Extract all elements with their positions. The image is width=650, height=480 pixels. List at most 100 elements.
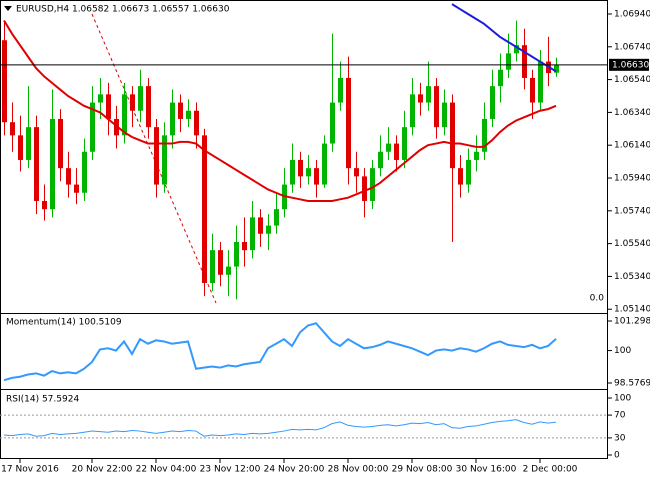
candle-body	[242, 241, 247, 251]
x-tick-label: 20 Nov 22:00	[72, 465, 133, 475]
y-tick-label: 1.05940	[614, 173, 650, 183]
candle-body	[346, 77, 351, 169]
candle-body	[426, 86, 431, 103]
moving-average	[451, 3, 557, 73]
x-tick-label: 22 Nov 04:00	[136, 465, 197, 475]
x-tick-label: 2 Dec 00:00	[523, 465, 578, 475]
y-tick-label: 1.06340	[614, 108, 650, 118]
candle-body	[218, 250, 223, 275]
candle-body	[122, 94, 127, 136]
y-tick-label: 0	[614, 451, 620, 461]
y-tick-label: 30	[614, 433, 626, 443]
candle-body	[74, 184, 79, 193]
y-tick-label: 1.05540	[614, 239, 650, 249]
candle-body	[450, 102, 455, 169]
candle-body	[146, 86, 151, 128]
candle-body	[530, 77, 535, 103]
candle-body	[194, 110, 199, 136]
last-price-box	[609, 58, 649, 71]
candle-body	[410, 94, 415, 128]
candle-body	[330, 102, 335, 144]
y-tick-label: 1.06940	[614, 9, 650, 19]
candle-body	[306, 168, 311, 177]
candle-body	[266, 225, 271, 234]
candle-body	[314, 168, 319, 185]
candle-body	[58, 118, 63, 169]
candle-body	[66, 168, 71, 185]
candle-body	[338, 77, 343, 103]
candle-body	[162, 135, 167, 185]
candle-body	[90, 102, 95, 152]
y-tick-label: 100	[614, 394, 631, 404]
candle-body	[274, 209, 279, 226]
momentum-line	[3, 322, 557, 382]
candle-body	[538, 61, 543, 103]
rsi-line	[3, 419, 557, 437]
y-tick-label: 70	[614, 411, 626, 421]
candle-body	[170, 102, 175, 136]
candle-body	[418, 94, 423, 103]
candle-body	[458, 168, 463, 185]
candle-body	[234, 241, 239, 267]
candle-body	[34, 127, 39, 201]
candle-body	[186, 110, 191, 119]
plot-frame	[0, 0, 608, 459]
candle-body	[178, 102, 183, 119]
candle-body	[554, 64, 559, 73]
candle-body	[402, 127, 407, 160]
candle-body	[106, 94, 111, 119]
candle-body	[482, 118, 487, 152]
x-tick-label: 17 Nov 2016	[1, 465, 59, 475]
y-tick-label: 1.05740	[614, 206, 650, 216]
candle-body	[290, 159, 295, 185]
moving-average	[3, 20, 557, 202]
candle-body	[226, 266, 231, 275]
candle-body	[466, 159, 471, 185]
candle-body	[442, 102, 447, 128]
candle-body	[138, 86, 143, 111]
y-tick-label: 1.06740	[614, 42, 650, 52]
candle-body	[50, 118, 55, 210]
candle-body	[490, 86, 495, 119]
candle-body	[522, 45, 527, 78]
candle-body	[514, 45, 519, 54]
candle-body	[386, 143, 391, 152]
x-tick-label: 30 Nov 16:00	[456, 465, 517, 475]
candle-body	[202, 135, 207, 283]
x-tick-label: 24 Nov 20:00	[264, 465, 325, 475]
candle-body	[258, 217, 263, 234]
candle-body	[18, 135, 23, 160]
candle-body	[154, 127, 159, 185]
candle-body	[394, 143, 399, 160]
candle-body	[210, 250, 215, 283]
candle-body	[474, 151, 479, 160]
candle-body	[370, 168, 375, 201]
rsi-title: RSI(14) 57.5924	[6, 395, 79, 405]
candle-body	[298, 159, 303, 177]
candle-body	[82, 151, 87, 193]
x-tick-label: 23 Nov 12:00	[200, 465, 261, 475]
candle-body	[506, 53, 511, 70]
candle-body	[26, 127, 31, 160]
y-tick-label: 1.06140	[614, 141, 650, 151]
momentum-title: Momentum(14) 100.5109	[6, 318, 122, 328]
zero-label: 0.0	[590, 294, 605, 304]
candle-body	[42, 200, 47, 210]
y-tick-label: 98.5769	[614, 378, 650, 388]
x-tick-label: 29 Nov 08:00	[392, 465, 453, 475]
x-tick-label: 28 Nov 00:00	[328, 465, 389, 475]
y-tick-label: 100	[614, 346, 631, 356]
candle-body	[322, 143, 327, 185]
candle-body	[10, 122, 15, 136]
chart-title: EURUSD,H4 1.06582 1.06673 1.06557 1.0663…	[16, 5, 230, 15]
candle-body	[498, 69, 503, 87]
candle-body	[434, 86, 439, 128]
collapse-icon	[4, 6, 12, 11]
y-tick-label: 1.05340	[614, 272, 650, 282]
candle-body	[362, 176, 367, 201]
candle-body	[250, 217, 255, 251]
candle-body	[378, 151, 383, 169]
